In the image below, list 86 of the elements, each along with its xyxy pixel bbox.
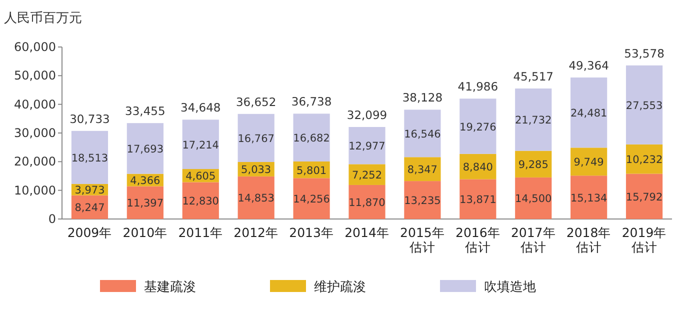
data-label: 21,732 bbox=[514, 114, 552, 127]
data-label: 12,977 bbox=[348, 140, 386, 153]
bar bbox=[126, 123, 164, 174]
y-tick-label: 50,000 bbox=[14, 68, 56, 83]
total-label: 38,128 bbox=[402, 90, 443, 105]
data-label: 5,033 bbox=[241, 164, 272, 176]
bar bbox=[238, 176, 274, 219]
x-tick-label: 2016年估计 bbox=[456, 225, 500, 254]
bar bbox=[404, 110, 441, 158]
data-label: 4,366 bbox=[130, 175, 161, 188]
data-label: 12,830 bbox=[182, 196, 220, 208]
data-label: 15,134 bbox=[570, 192, 608, 204]
bar bbox=[348, 184, 386, 219]
data-label: 16,546 bbox=[404, 128, 442, 140]
bar bbox=[460, 98, 496, 154]
total-label: 45,517 bbox=[513, 70, 554, 84]
legend-label: 维护疏浚 bbox=[314, 280, 366, 295]
y-axis-title: 人民币百万元 bbox=[4, 11, 82, 26]
bar bbox=[515, 88, 552, 151]
bar bbox=[293, 178, 330, 219]
x-tick-label: 2010年 bbox=[122, 225, 168, 240]
data-label: 15,792 bbox=[626, 191, 663, 204]
data-label: 9,285 bbox=[518, 159, 548, 172]
data-label: 7,252 bbox=[352, 170, 382, 182]
bar bbox=[570, 176, 608, 219]
total-label: 41,986 bbox=[458, 80, 498, 94]
data-label: 24,481 bbox=[570, 108, 608, 120]
x-tick-label: 2017年估计 bbox=[510, 225, 556, 254]
total-label: 32,099 bbox=[346, 108, 388, 122]
bar bbox=[404, 181, 441, 219]
data-label: 11,397 bbox=[126, 198, 164, 210]
data-label: 19,276 bbox=[460, 121, 497, 134]
bar bbox=[71, 130, 108, 184]
x-tick-label: 2015年估计 bbox=[400, 225, 445, 254]
data-label: 16,767 bbox=[238, 132, 274, 145]
legend-label: 基建疏浚 bbox=[144, 280, 196, 295]
x-tick-label: 2019年估计 bbox=[622, 225, 667, 254]
x-tick-label: 2018年估计 bbox=[566, 225, 612, 254]
y-tick-label: 0 bbox=[48, 212, 56, 226]
data-label: 17,693 bbox=[126, 143, 164, 156]
data-label: 5,801 bbox=[296, 164, 327, 177]
total-label: 36,738 bbox=[291, 94, 332, 109]
y-tick-label: 20,000 bbox=[14, 154, 56, 169]
total-label: 36,652 bbox=[236, 94, 276, 109]
bar bbox=[348, 126, 386, 164]
y-tick-label: 40,000 bbox=[14, 97, 56, 112]
data-label: 8,347 bbox=[407, 164, 438, 176]
total-label: 49,364 bbox=[568, 58, 609, 72]
data-label: 4,605 bbox=[186, 170, 216, 183]
x-tick-label: 2009年 bbox=[67, 225, 112, 240]
x-tick-label: 2012年 bbox=[234, 225, 278, 240]
data-label: 16,682 bbox=[293, 132, 330, 145]
data-label: 9,749 bbox=[574, 156, 604, 169]
data-label: 10,232 bbox=[626, 154, 663, 166]
bar bbox=[460, 179, 496, 219]
x-tick-label: 2011年 bbox=[178, 225, 224, 240]
x-tick-label: 2014年 bbox=[344, 225, 390, 240]
total-label: 30,733 bbox=[70, 112, 110, 126]
total-label: 33,455 bbox=[125, 104, 166, 118]
bar bbox=[626, 174, 663, 219]
data-label: 14,500 bbox=[514, 193, 552, 206]
bar bbox=[182, 120, 219, 170]
y-tick-label: 30,000 bbox=[14, 126, 56, 140]
bar bbox=[515, 177, 552, 219]
x-tick-label: 2013年 bbox=[289, 225, 334, 240]
data-label: 18,513 bbox=[71, 152, 108, 164]
bar bbox=[570, 77, 608, 148]
bar bbox=[182, 182, 219, 219]
data-label: 14,853 bbox=[238, 192, 274, 205]
data-label: 13,871 bbox=[460, 194, 496, 206]
data-label: 11,870 bbox=[348, 196, 386, 209]
total-label: 53,578 bbox=[624, 46, 664, 60]
bar bbox=[293, 114, 330, 162]
y-tick-label: 10,000 bbox=[14, 183, 56, 198]
data-label: 27,553 bbox=[626, 100, 663, 112]
data-label: 14,256 bbox=[293, 194, 330, 206]
y-tick-label: 60,000 bbox=[14, 40, 56, 54]
data-label: 13,235 bbox=[404, 195, 441, 208]
data-label: 3,973 bbox=[74, 184, 105, 197]
total-label: 34,648 bbox=[180, 100, 221, 115]
data-label: 8,247 bbox=[74, 202, 105, 214]
data-label: 8,840 bbox=[462, 162, 493, 174]
bar bbox=[238, 114, 274, 162]
data-label: 17,214 bbox=[182, 139, 220, 152]
bar bbox=[626, 65, 663, 144]
legend-label: 吹填造地 bbox=[484, 280, 536, 295]
